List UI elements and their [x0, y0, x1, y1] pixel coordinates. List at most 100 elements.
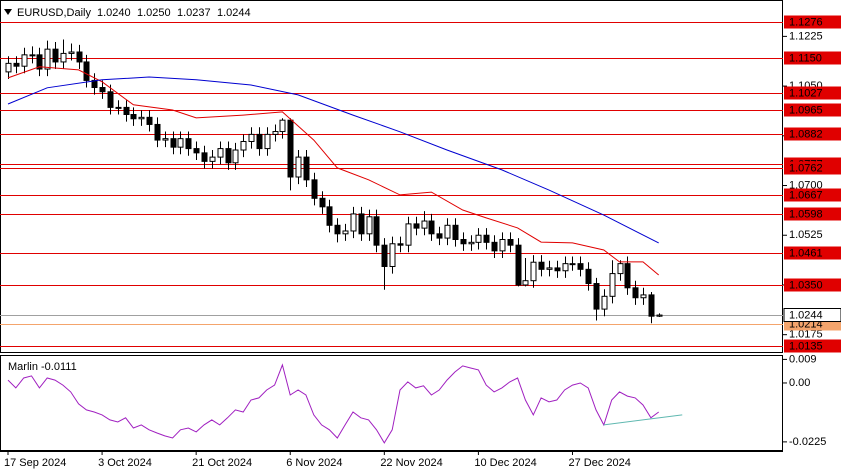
indicator-line: [7, 363, 659, 444]
level-label: 1.0350: [789, 279, 823, 291]
candle-body: [624, 263, 631, 289]
candle-body: [44, 48, 51, 70]
candle-body: [256, 133, 263, 150]
candle-body: [177, 138, 184, 148]
candle-body: [217, 148, 224, 158]
candle-body: [483, 234, 490, 243]
candle-body: [5, 62, 12, 73]
moving-average: [7, 66, 660, 276]
candle-body: [413, 223, 420, 229]
candle-body: [350, 213, 357, 232]
candle-body: [170, 138, 177, 148]
candle-body: [428, 220, 435, 235]
candle-body: [538, 261, 545, 270]
candle-body: [507, 239, 514, 246]
x-tick-label: 6 Nov 2024: [286, 457, 342, 469]
level-label: 1.0135: [789, 340, 823, 352]
level-label-box: [784, 161, 841, 175]
candle-body: [225, 148, 232, 164]
candle-body: [130, 114, 137, 120]
candle-body: [115, 106, 122, 109]
candle-body: [52, 48, 59, 63]
y-tick-label: 1.0700: [789, 179, 823, 191]
candle-body: [585, 268, 592, 285]
candle-body: [656, 314, 663, 317]
x-tick-label: 3 Oct 2024: [98, 457, 152, 469]
candle-body: [373, 216, 380, 246]
candle-body: [311, 179, 318, 199]
level-label-box: [784, 339, 841, 353]
candle-body: [569, 263, 576, 266]
x-tick-label: 17 Sep 2024: [4, 457, 66, 469]
level-label-box: [784, 15, 841, 29]
candle-body: [303, 156, 310, 181]
level-label-box: [784, 207, 841, 221]
candle-body: [468, 241, 475, 245]
candle-body: [601, 295, 608, 310]
candle-body: [522, 280, 529, 286]
x-tick-label: 22 Nov 2024: [380, 457, 442, 469]
level-label-box: [784, 188, 841, 202]
candle-body: [232, 149, 239, 164]
level-label: 1.0882: [789, 128, 823, 140]
indicator-tick-label: 0.00: [789, 377, 810, 389]
indicator-tick-label: 0.009: [789, 353, 817, 365]
candle-body: [279, 119, 286, 133]
level-label-box: [784, 51, 841, 65]
level-label: 1.1276: [789, 16, 823, 28]
base-layer: 1.12251.10501.08751.07001.05251.03501.01…: [0, 15, 841, 469]
candle-body: [617, 263, 624, 275]
indicator-pane-frame: [0, 355, 783, 451]
candle-body: [76, 51, 83, 63]
candle-body: [107, 91, 114, 108]
candle-body: [138, 116, 145, 120]
candle-body: [201, 152, 208, 162]
candle-body: [593, 283, 600, 310]
candle-body: [460, 239, 467, 245]
candle-body: [577, 263, 584, 270]
symbol-label: EURUSD,Daily: [17, 7, 91, 19]
level-label: 1.0667: [789, 189, 823, 201]
candle-body: [389, 243, 396, 267]
candle-body: [83, 61, 90, 81]
candle-body: [21, 54, 28, 67]
candle-body: [185, 138, 192, 150]
candle-body: [319, 197, 326, 208]
price-pane-frame: [0, 0, 783, 353]
y-tick-label: 1.0175: [789, 329, 823, 341]
candle-body: [475, 234, 482, 243]
candle-body: [515, 244, 522, 286]
candle-body: [444, 224, 451, 239]
header-open: 1.0240: [97, 7, 131, 19]
y-tick-label: 1.0525: [789, 229, 823, 241]
x-tick-label: 21 Oct 2024: [192, 457, 252, 469]
x-tick-label: 27 Dec 2024: [568, 457, 630, 469]
candle-body: [342, 230, 349, 235]
level-label: 1.0461: [789, 247, 823, 259]
candle-body: [554, 267, 561, 272]
header-close: 1.0244: [217, 7, 251, 19]
candle-body: [146, 116, 153, 125]
candle-body: [123, 106, 130, 116]
candle-body: [366, 216, 373, 235]
indicator-tick-label: -0.0225: [789, 436, 826, 448]
current-price-label: 1.0244: [789, 309, 823, 321]
candle-body: [36, 54, 43, 70]
candle-body: [264, 133, 271, 150]
candle-body: [13, 62, 20, 67]
candle-body: [609, 273, 616, 297]
y-tick-label: 1.1225: [789, 30, 823, 42]
candle-body: [397, 243, 404, 246]
candle-body: [326, 206, 333, 226]
indicator-trendline: [603, 414, 683, 426]
candle-body: [648, 294, 655, 317]
current-price-box: [783, 308, 841, 322]
candle-body: [640, 294, 647, 299]
candle-body: [29, 54, 36, 57]
level-label-box: [784, 103, 841, 117]
candle-body: [295, 156, 302, 178]
x-tick-label: 10 Dec 2024: [474, 457, 536, 469]
candle-body: [491, 241, 498, 252]
candle-body: [68, 51, 75, 54]
symbol-menu-arrow[interactable]: [4, 9, 12, 15]
